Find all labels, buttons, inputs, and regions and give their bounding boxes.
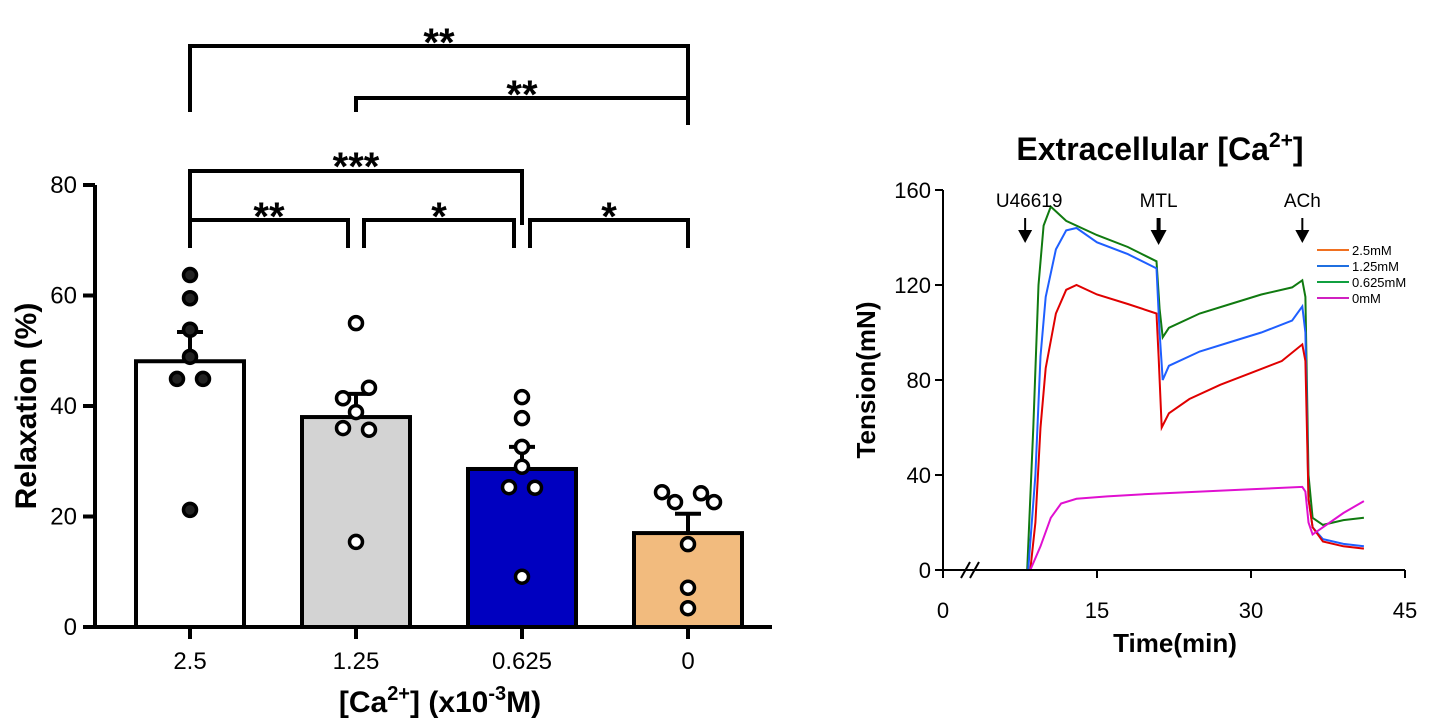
x-tick-label: 0.625 [492, 648, 552, 675]
data-point [679, 579, 697, 597]
series-line-1.25mM [943, 226, 1365, 571]
x-tick-label: 0 [681, 648, 694, 675]
x-axis-label-part: [Ca [339, 686, 388, 719]
y-tick-label: 80 [50, 172, 77, 199]
legend-label: 1.25mM [1352, 259, 1399, 274]
bar-0.625 [466, 466, 578, 629]
x-axis-label-part: -3 [488, 683, 506, 705]
data-point [181, 266, 199, 284]
significance-bracket [528, 218, 690, 248]
right-chart-title: Extracellular [Ca2+] [1016, 129, 1303, 167]
data-point [526, 479, 544, 497]
data-point [334, 390, 352, 407]
legend-label: 0mM [1352, 291, 1381, 306]
arrow-down-icon-head [1295, 230, 1310, 243]
significance-label: ** [423, 21, 455, 65]
x-tick-label: 2.5 [173, 648, 206, 675]
data-point [653, 483, 671, 501]
y-tick-label: 40 [907, 463, 931, 488]
x-axis-label-part: 2+ [387, 683, 410, 705]
x-tick-label: 0 [937, 598, 949, 623]
data-point [692, 485, 710, 502]
arrow-down-icon-head [1018, 230, 1033, 243]
data-point [500, 478, 518, 496]
significance-label: *** [333, 145, 380, 189]
left-x-axis-label: [Ca2+] (x10-3M) [339, 683, 541, 719]
series-line-2.5mM [943, 283, 1365, 571]
x-tick-label: 45 [1393, 598, 1417, 623]
y-tick-label: 0 [919, 558, 931, 583]
significance-label: * [431, 195, 447, 239]
y-tick-label: 80 [907, 368, 931, 393]
data-point [513, 388, 531, 406]
legend-label: 0.625mM [1352, 275, 1406, 290]
x-axis-label-part: ] (x10 [410, 686, 488, 719]
right-y-axis-label: Tension(mN) [851, 302, 881, 459]
significance-bracket [354, 96, 690, 125]
x-tick-label: 1.25 [333, 648, 380, 675]
significance-bracket [188, 218, 350, 248]
data-point [705, 493, 723, 511]
significance-bracket [362, 218, 516, 248]
data-point [194, 370, 212, 388]
left-y-axis-label: Relaxation (%) [10, 303, 43, 510]
series-line-0.625mM [943, 204, 1365, 571]
significance-label: ** [506, 73, 538, 117]
data-point [347, 533, 365, 551]
data-point [513, 568, 531, 585]
data-point [181, 290, 199, 307]
data-point [347, 403, 365, 421]
data-point [168, 370, 186, 388]
data-point [360, 379, 378, 397]
y-tick-label: 160 [894, 178, 931, 203]
y-tick-label: 120 [894, 273, 931, 298]
x-tick-label: 15 [1085, 598, 1109, 623]
arrow-down-icon-head [1150, 230, 1167, 245]
data-point [513, 458, 531, 476]
x-axis-label-part: M) [506, 686, 541, 719]
data-point [181, 348, 199, 366]
y-tick-label: 40 [50, 393, 77, 420]
annotation-label-MTL: MTL [1140, 191, 1178, 212]
y-tick-label: 60 [50, 283, 77, 310]
data-point [513, 409, 531, 427]
y-tick-label: 0 [64, 614, 77, 641]
axis-break-icon [960, 561, 980, 579]
data-point [679, 535, 697, 553]
x-tick-label: 30 [1239, 598, 1263, 623]
data-point [679, 599, 697, 617]
series-line-0mM [943, 485, 1365, 571]
line-chart-tension: 0 40 80 120 160 0 15 30 45 U46619 MTL ACh 2.5mM1.25m… [894, 178, 1417, 623]
significance-bracket [188, 169, 524, 225]
right-x-axis-label: Time(min) [1113, 628, 1237, 658]
data-point [181, 501, 199, 519]
data-point [666, 493, 684, 511]
data-point [347, 314, 365, 332]
data-point [181, 321, 199, 339]
annotation-label-ACh: ACh [1284, 191, 1321, 212]
legend-label: 2.5mM [1352, 243, 1392, 258]
annotation-label-U46619: U46619 [996, 191, 1063, 212]
data-point [334, 419, 352, 437]
bar-2.5 [134, 359, 246, 629]
data-point [360, 421, 378, 439]
significance-label: ** [253, 195, 285, 239]
significance-label: * [601, 195, 617, 239]
y-tick-label: 20 [50, 504, 77, 531]
bar-1.25 [300, 415, 412, 629]
data-point [513, 438, 531, 456]
significance-bracket [188, 44, 690, 112]
